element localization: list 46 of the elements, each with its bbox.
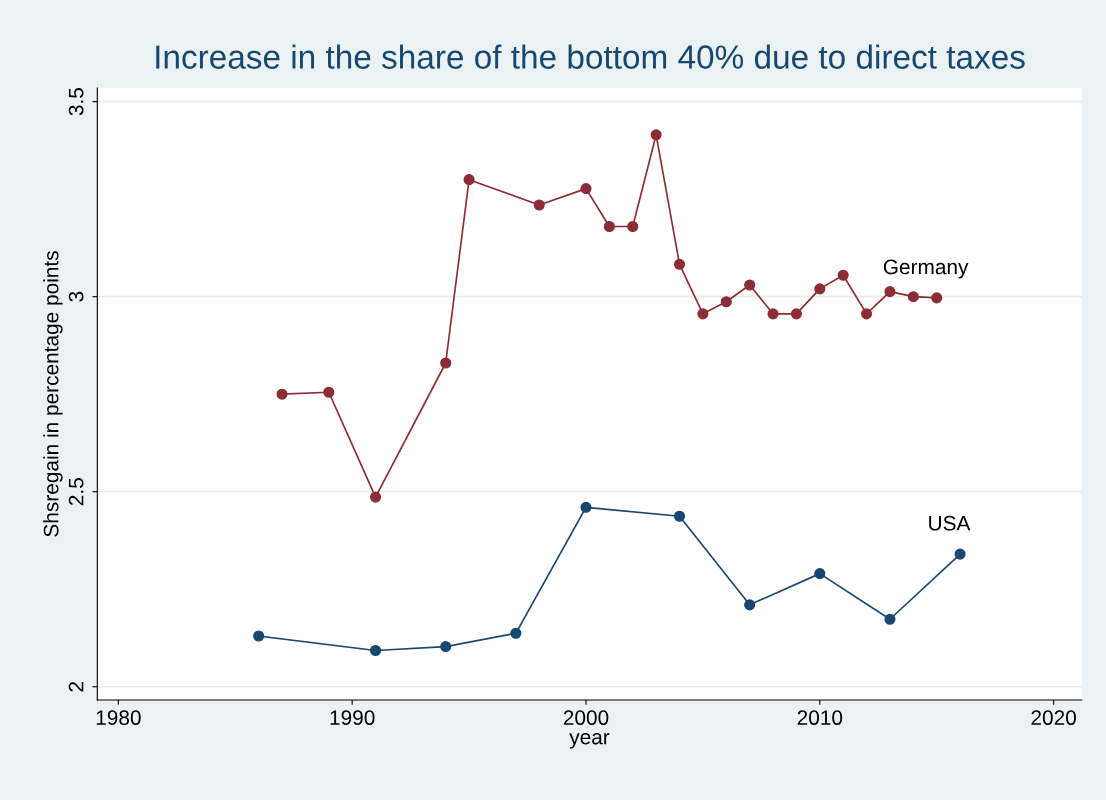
point [697,308,709,320]
point [931,292,943,304]
series-label: USA [929,515,971,531]
point [767,308,779,320]
point [954,548,966,560]
x-tick-label: 2020 [1031,710,1076,726]
point [370,644,382,657]
point [861,308,873,320]
point [907,291,919,303]
point [510,627,522,639]
point [323,386,335,398]
series-label: Germany [883,259,969,279]
point [814,568,826,580]
x-axis-title: year [569,733,610,749]
point [673,510,686,522]
point [440,641,452,653]
y-tick-label: 2.5 [68,478,84,506]
point [673,258,686,270]
point [884,286,896,298]
point [253,630,265,642]
point [533,199,545,211]
chart-title: Increase in the share of the bottom 40% due to direct taxes [156,44,1025,69]
point [276,388,288,400]
point [814,283,826,295]
point [627,220,639,233]
y-axis-title: Shsregain in percentage points [43,251,63,537]
y-tick-label: 3.5 [68,88,84,116]
y-tick-label: 2 [68,681,84,692]
x-tick-label: 2000 [563,710,609,726]
y-tick-label: 3 [68,291,84,302]
point [603,220,615,233]
point [884,613,896,625]
point [580,183,592,195]
point [744,599,756,611]
point [650,129,662,141]
point [837,269,849,281]
point [720,296,732,308]
point [463,174,475,186]
x-tick-label: 2010 [797,710,843,726]
point [440,357,452,369]
x-tick-label: 1980 [96,710,141,726]
point [790,308,802,320]
point [744,279,756,291]
point [370,491,382,503]
x-tick-label: 1990 [330,710,375,726]
point [580,501,592,513]
